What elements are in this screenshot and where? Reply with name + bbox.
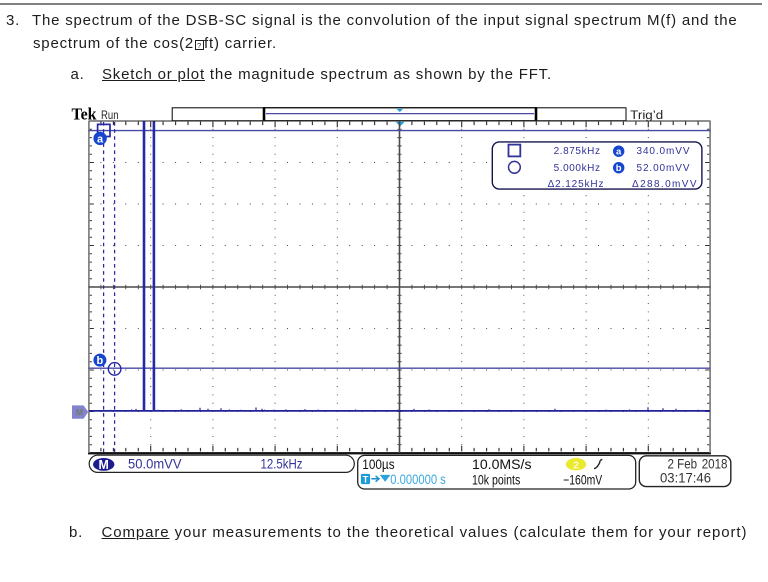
svg-text:a: a <box>616 147 622 158</box>
svg-text:M: M <box>99 458 109 472</box>
svg-text:−160mV: −160mV <box>563 472 602 487</box>
svg-text:5.000kHz: 5.000kHz <box>554 163 600 174</box>
svg-text:03:17:46: 03:17:46 <box>660 470 711 485</box>
svg-text:Δ288.0mVV: Δ288.0mVV <box>632 179 697 190</box>
svg-text:2: 2 <box>573 459 579 471</box>
svg-text:2 Feb 2018: 2 Feb 2018 <box>668 457 728 472</box>
svg-text:0.000000 s: 0.000000 s <box>390 472 446 487</box>
svg-text:b: b <box>616 163 622 174</box>
svg-text:M: M <box>76 407 84 417</box>
svg-text:Trig’d: Trig’d <box>630 108 663 122</box>
svg-text:50.0mVV: 50.0mVV <box>128 457 182 472</box>
svg-text:340.0mVV: 340.0mVV <box>637 146 690 157</box>
svg-text:a: a <box>97 133 104 145</box>
svg-text:T: T <box>363 475 369 486</box>
svg-text:Run: Run <box>101 108 119 122</box>
svg-text:100µs: 100µs <box>362 457 395 472</box>
svg-text:52.00mVV: 52.00mVV <box>637 163 690 174</box>
svg-text:10k points: 10k points <box>472 472 520 487</box>
svg-text:10.0MS/s: 10.0MS/s <box>472 457 532 472</box>
svg-text:12.5kHz: 12.5kHz <box>261 457 303 472</box>
svg-text:2.875kHz: 2.875kHz <box>554 146 600 157</box>
svg-text:b: b <box>97 355 104 367</box>
svg-text:Δ2.125kHz: Δ2.125kHz <box>548 179 604 190</box>
svg-text:Tek: Tek <box>72 105 98 124</box>
